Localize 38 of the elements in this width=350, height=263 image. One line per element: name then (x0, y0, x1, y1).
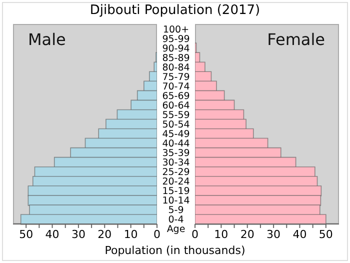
y-tick-label: 40-44 (162, 138, 190, 150)
y-tick-label: 20-24 (162, 176, 190, 188)
y-tick-label: 45-49 (162, 129, 190, 140)
y-tick-label: 95-99 (162, 34, 190, 45)
y-tick-label: 70-74 (162, 81, 190, 92)
x-tick-label: 30 (266, 228, 281, 241)
y-tick-label: 75-79 (162, 72, 190, 83)
x-tick-label: 20 (240, 228, 254, 241)
x-tick-label: 40 (292, 228, 307, 241)
y-axis-title: Age (166, 224, 186, 235)
x-tick-label: 0 (154, 228, 160, 241)
y-tick-label: 35-39 (162, 148, 190, 160)
y-tick-label: 100+ (162, 24, 190, 36)
x-tick-label: 0 (192, 228, 198, 241)
y-tick-label: 55-59 (162, 110, 190, 121)
x-tick-label: 40 (45, 228, 60, 241)
text: Male (28, 30, 66, 49)
y-tick-label: 10-14 (162, 196, 190, 207)
y-tick-label: 5-9 (168, 205, 184, 216)
x-tick-label: 10 (124, 228, 138, 241)
x-axis-title: Population (in thousands) (104, 244, 246, 257)
x-tick-label: 30 (71, 228, 86, 241)
y-tick-label: 65-69 (162, 90, 190, 102)
y-tick-label: 50-54 (162, 120, 190, 130)
x-tick-label: 10 (214, 228, 228, 241)
y-tick-label: 25-29 (162, 167, 190, 178)
chart-title: Djibouti Population (2017) (88, 3, 262, 18)
y-tick-label: 0-4 (168, 214, 184, 226)
x-tick-label: 50 (318, 228, 333, 241)
x-tick-label: 20 (98, 228, 112, 241)
y-tick-label: 85-89 (162, 52, 190, 64)
y-tick-label: 90-94 (162, 43, 190, 54)
y-tick-label: 80-84 (162, 62, 190, 74)
x-tick-label: 50 (19, 228, 34, 241)
y-tick-label: 15-19 (162, 186, 190, 198)
text: Female (267, 30, 325, 49)
y-tick-label: 60-64 (162, 100, 190, 112)
y-tick-label: 30-34 (162, 158, 190, 169)
